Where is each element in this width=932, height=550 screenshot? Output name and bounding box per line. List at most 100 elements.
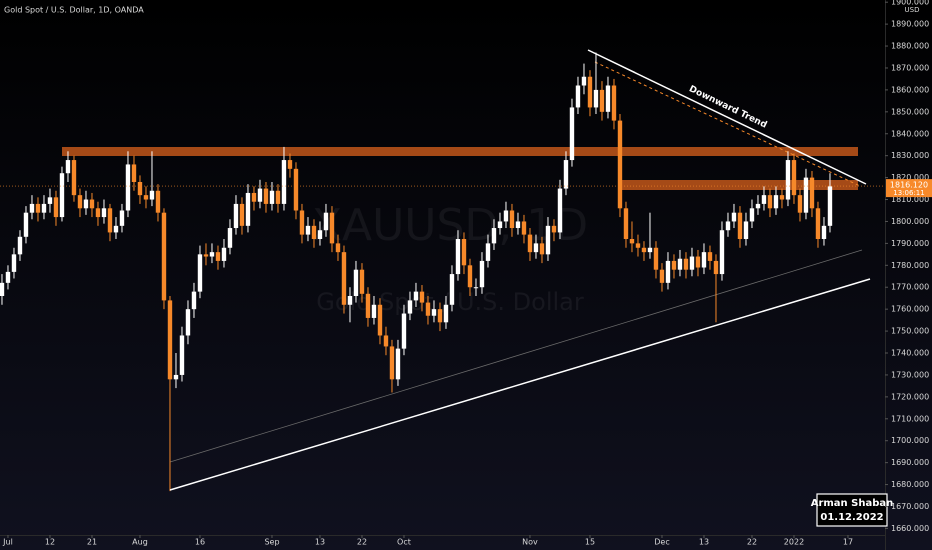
candle-body: [281, 160, 287, 204]
y-tick-label: 1900.000: [891, 0, 929, 7]
candle-body: [677, 258, 683, 270]
x-tick-label: Aug: [132, 538, 148, 547]
candle-body: [797, 195, 803, 213]
candle-body: [341, 252, 347, 305]
candle-body: [35, 203, 41, 213]
candle-body: [197, 254, 203, 292]
candle-body: [587, 76, 593, 108]
y-tick-label: 1660.000: [891, 524, 929, 533]
candle-body: [509, 210, 515, 229]
candle-body: [287, 160, 293, 169]
support-trend-line: [169, 278, 871, 491]
candle-body: [791, 160, 797, 196]
y-tick-label: 1770.000: [891, 283, 929, 292]
y-tick-label: 1730.000: [891, 370, 929, 379]
candle-body: [329, 212, 335, 244]
y-tick-label: 1880.000: [891, 42, 929, 51]
x-tick-label: 2022: [784, 538, 804, 547]
candle-body: [437, 309, 443, 323]
candle-body: [809, 177, 815, 209]
candle-body: [419, 291, 425, 303]
x-tick-label: Sep: [264, 538, 279, 547]
candle-body: [395, 348, 401, 380]
candle-body: [257, 188, 263, 202]
candle-body: [389, 346, 395, 380]
candle-body: [479, 260, 485, 288]
candle-body: [239, 203, 245, 226]
candle-body: [683, 258, 689, 270]
candle-body: [77, 195, 83, 209]
x-tick-label: 15: [585, 538, 595, 547]
candle-body: [731, 212, 737, 222]
candle-body: [347, 296, 353, 305]
candle-body: [713, 260, 719, 275]
candle-body: [449, 274, 455, 305]
candle-body: [131, 164, 137, 182]
y-tick-label: 1700.000: [891, 436, 929, 445]
candle-body: [503, 210, 509, 222]
candle-body: [467, 265, 473, 288]
candle-body: [527, 234, 533, 253]
candle-body: [143, 195, 149, 200]
candle-body: [353, 269, 359, 297]
candle-body: [575, 85, 581, 108]
signature-box: [816, 493, 888, 527]
candle-body: [737, 212, 743, 239]
candle-body: [689, 256, 695, 270]
y-tick-label: 1830.000: [891, 151, 929, 160]
candle-body: [635, 243, 641, 248]
y-tick-label: 1760.000: [891, 305, 929, 314]
candle-body: [5, 271, 11, 283]
candle-body: [803, 177, 809, 213]
candle-body: [551, 225, 557, 233]
y-tick-label: 1870.000: [891, 63, 929, 72]
candle-body: [269, 190, 275, 204]
candle-body: [515, 221, 521, 229]
x-tick-label: 13: [315, 538, 325, 547]
candle-body: [593, 89, 599, 108]
dashed-trend-line: [594, 61, 861, 187]
candle-body: [245, 192, 251, 226]
candle-body: [95, 208, 101, 218]
candle-body: [557, 188, 563, 233]
candle-body: [179, 335, 185, 375]
candle-body: [185, 309, 191, 336]
candle-body: [311, 225, 317, 239]
last-price-box: [886, 179, 932, 198]
candle-body: [323, 212, 329, 231]
candle-body: [821, 225, 827, 239]
candle-body: [407, 300, 413, 314]
candle-body: [263, 188, 269, 204]
candle-body: [755, 203, 761, 209]
y-tick-label: 1740.000: [891, 349, 929, 358]
y-tick-label: 1710.000: [891, 414, 929, 423]
x-tick-label: 17: [843, 538, 853, 547]
candle-body: [383, 335, 389, 347]
x-tick-label: 12: [45, 538, 55, 547]
y-tick-label: 1890.000: [891, 20, 929, 29]
x-tick-label: Nov: [522, 538, 538, 547]
candle-body: [443, 304, 449, 323]
chart-title: Gold Spot / U.S. Dollar, 1D, OANDA: [4, 6, 144, 15]
last-price-label: 1816.120: [890, 181, 928, 190]
candle-body: [773, 195, 779, 209]
candle-body: [275, 190, 281, 204]
candle-body: [611, 85, 617, 121]
candle-body: [293, 168, 299, 211]
x-tick-label: 16: [195, 538, 205, 547]
candle-body: [629, 238, 635, 244]
candle-body: [473, 287, 479, 289]
y-tick-label: 1790.000: [891, 239, 929, 248]
candle-body: [671, 260, 677, 270]
candle-body: [53, 197, 59, 218]
x-tick-label: 13: [699, 538, 709, 547]
y-tick-label: 1680.000: [891, 480, 929, 489]
candle-body: [233, 203, 239, 229]
candle-body: [71, 160, 77, 196]
candles: [0, 52, 833, 492]
candle-body: [647, 247, 653, 253]
candle-body: [665, 260, 671, 283]
y-tick-label: 1780.000: [891, 261, 929, 270]
candle-body: [605, 85, 611, 112]
